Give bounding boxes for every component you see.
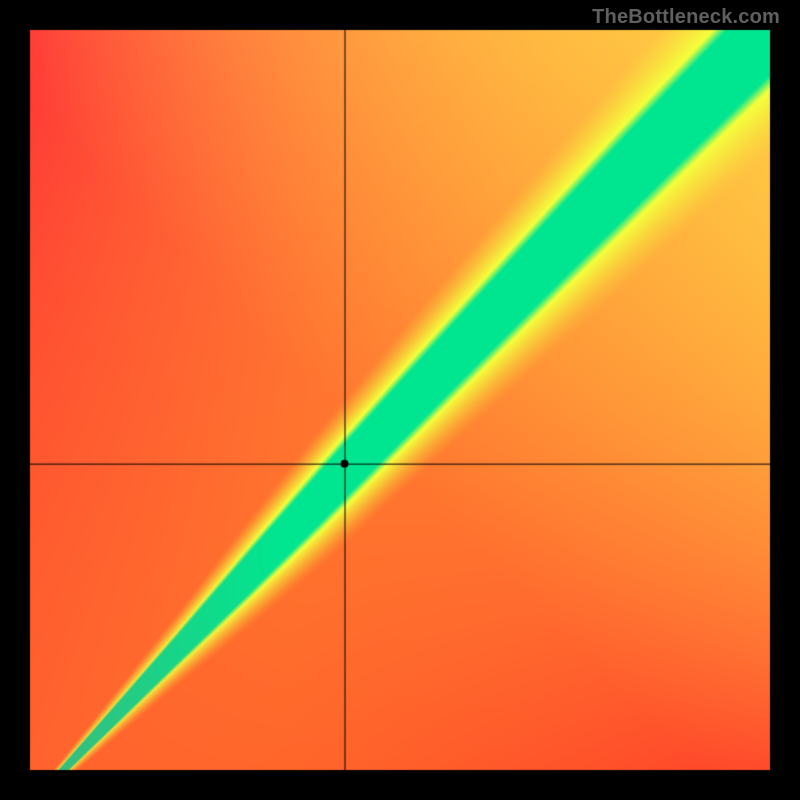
attribution-text: TheBottleneck.com xyxy=(592,6,780,29)
chart-container: TheBottleneck.com xyxy=(0,0,800,800)
heatmap-canvas xyxy=(0,0,800,800)
